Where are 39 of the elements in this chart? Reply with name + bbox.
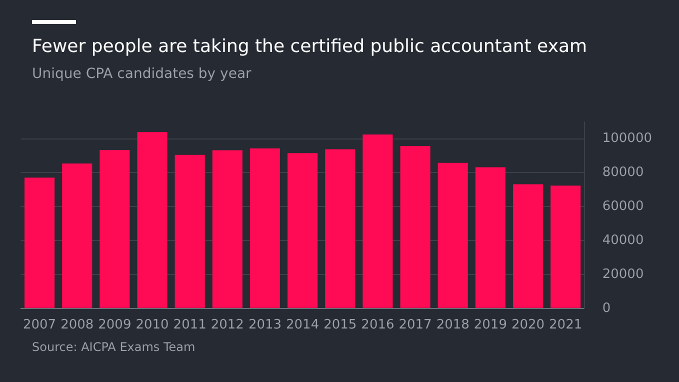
x-tick-label: 2015	[324, 318, 357, 333]
bar	[100, 150, 130, 308]
bar	[288, 153, 318, 308]
x-tick-label: 2019	[474, 318, 507, 333]
x-tick-label: 2018	[436, 318, 470, 333]
chart-subtitle: Unique CPA candidates by year	[32, 66, 252, 82]
bar	[137, 132, 168, 308]
bar	[400, 146, 430, 308]
chart-title: Fewer people are taking the certified public accountant exam	[32, 36, 588, 57]
x-tick-label: 2007	[22, 318, 56, 333]
x-tick-label: 2010	[136, 318, 169, 333]
bar	[362, 134, 393, 308]
bar	[475, 167, 506, 308]
bar	[550, 186, 581, 308]
y-tick-label: 60000	[602, 198, 644, 214]
x-tick-label: 2014	[286, 318, 320, 333]
x-tick-label: 2016	[361, 318, 394, 333]
x-tick-label: 2012	[210, 318, 244, 333]
bar	[325, 149, 356, 308]
bar	[438, 162, 468, 308]
x-tick-label: 2017	[398, 318, 432, 333]
x-tick-label: 2021	[549, 318, 582, 333]
x-tick-label: 2011	[173, 318, 206, 333]
y-tick-label: 20000	[602, 266, 644, 282]
x-tick-label: 2020	[511, 318, 545, 333]
y-tick-label: 0	[602, 300, 611, 316]
bar	[174, 154, 205, 308]
y-tick-label: 40000	[602, 232, 644, 248]
x-tick-label: 2009	[98, 318, 132, 333]
y-tick-label: 100000	[602, 131, 652, 146]
y-tick-label: 80000	[602, 165, 644, 180]
x-tick-label: 2008	[60, 318, 94, 333]
bar	[24, 178, 55, 308]
bar	[212, 150, 242, 308]
x-tick-label: 2013	[248, 318, 282, 333]
source-note: Source: AICPA Exams Team	[32, 340, 196, 354]
bar	[62, 164, 92, 308]
bar	[512, 184, 544, 308]
bar	[250, 148, 280, 308]
